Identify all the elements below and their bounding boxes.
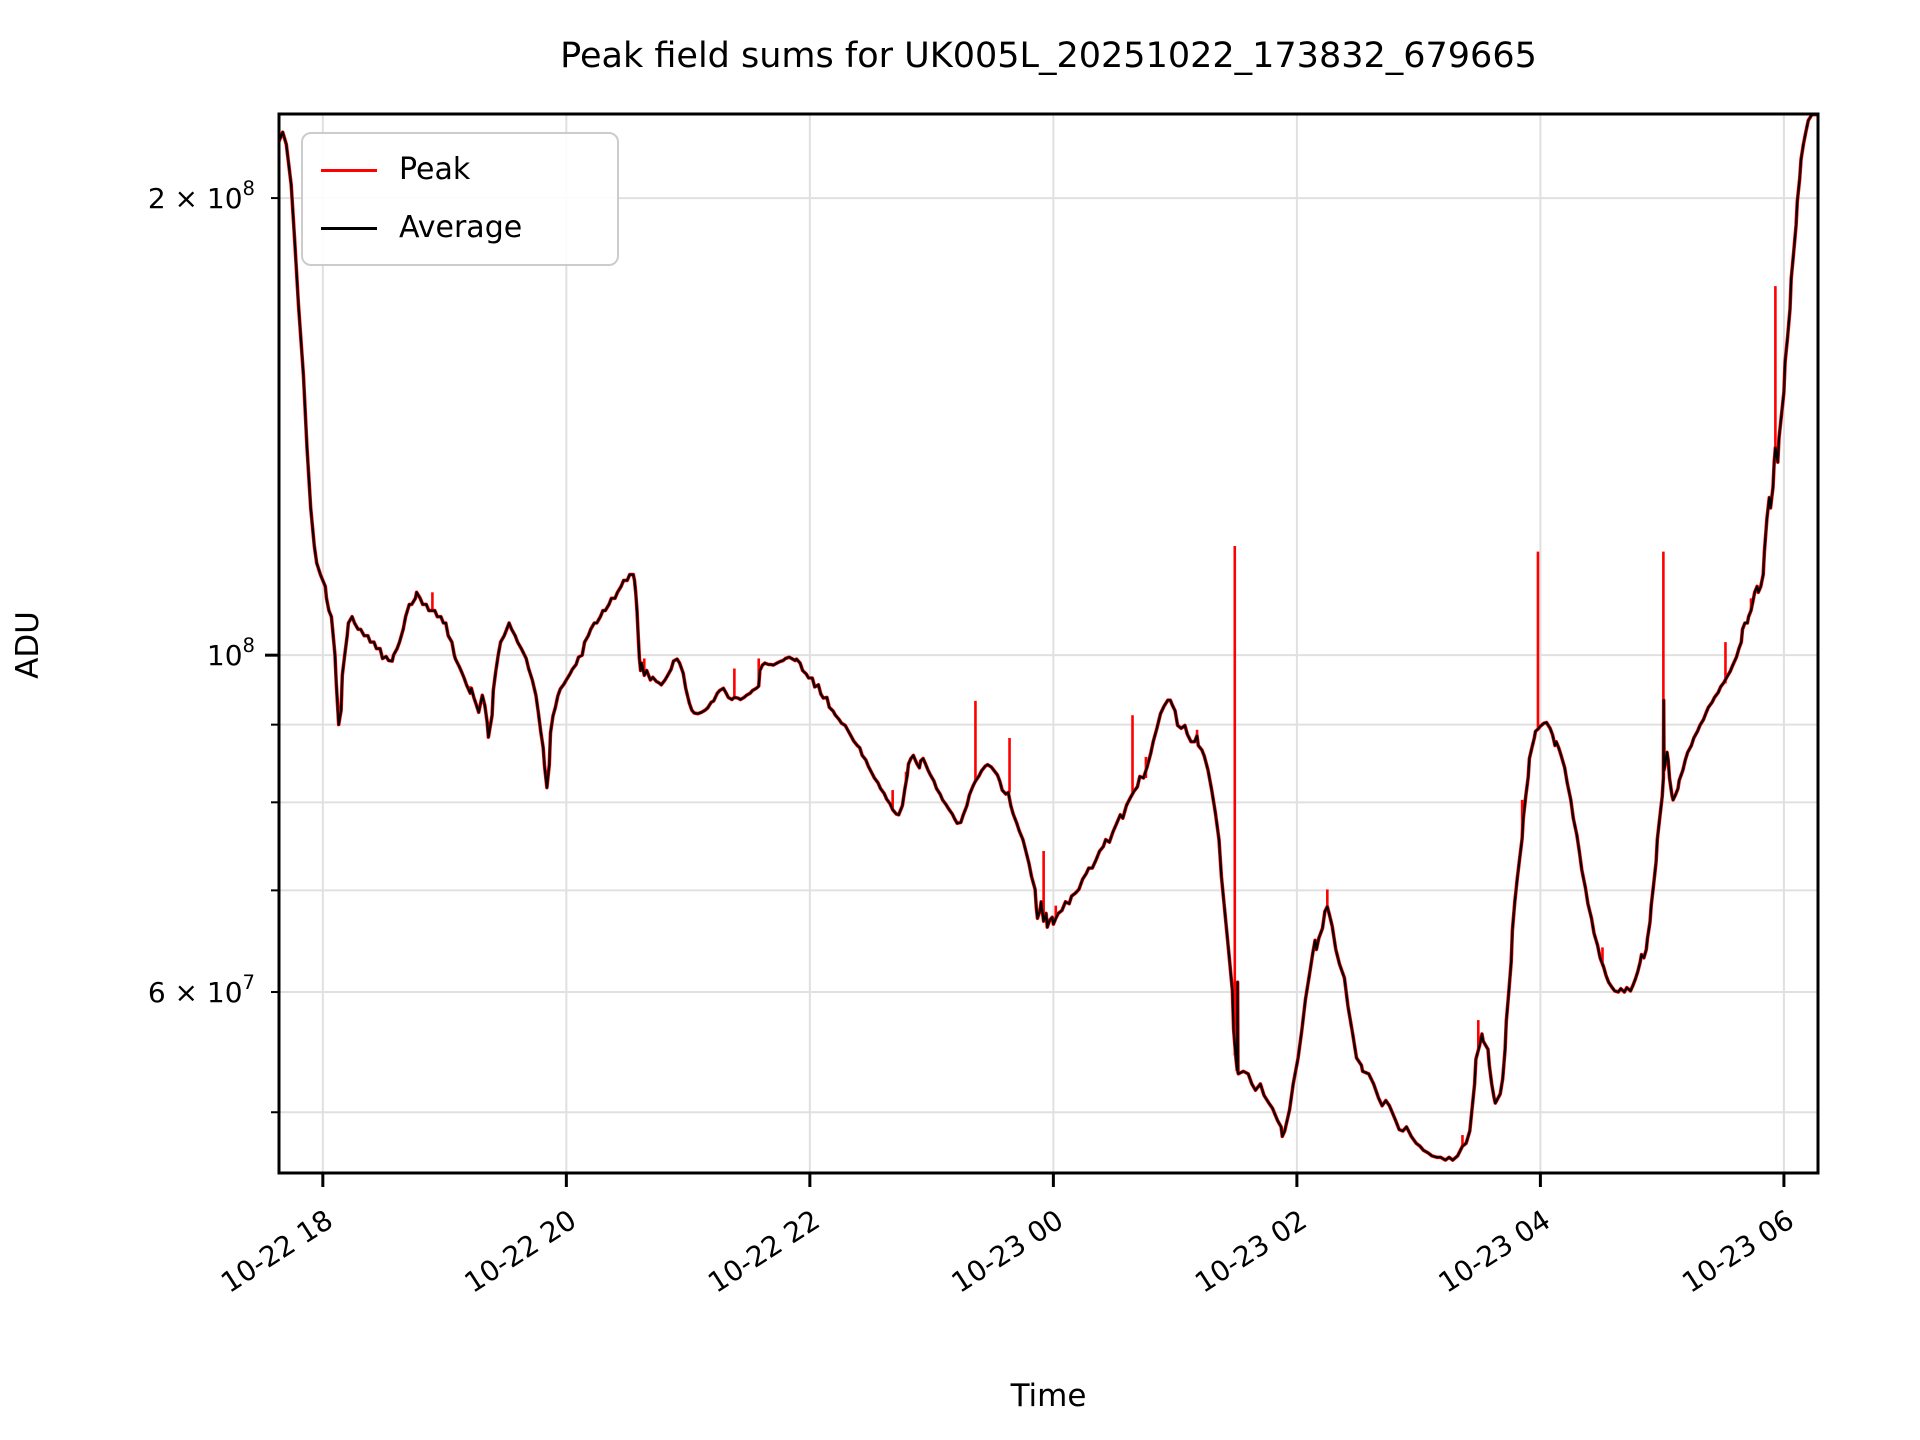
x-tick-label: 10-23 02: [1189, 1203, 1313, 1299]
axes-spines: [277, 112, 1820, 1175]
average-line-swatch: [321, 226, 377, 230]
y-tick-label: 6 × 107: [148, 971, 255, 1009]
x-tick-label: 10-23 06: [1676, 1203, 1800, 1299]
x-tick-label: 10-23 00: [946, 1203, 1070, 1299]
x-tick-label: 10-22 22: [702, 1203, 826, 1299]
x-axis-label: Time: [1010, 1378, 1087, 1414]
x-tick-label: 10-23 04: [1433, 1203, 1557, 1299]
legend-entry-average: Average: [321, 206, 597, 250]
legend-label-average: Average: [399, 210, 523, 245]
legend-label-peak: Peak: [399, 152, 471, 187]
y-tick-label: 108: [207, 634, 255, 672]
average-series-line: [279, 114, 1817, 1162]
x-tick-label: 10-22 20: [459, 1203, 583, 1299]
chart-title: Peak field sums for UK005L_20251022_1738…: [560, 36, 1537, 76]
legend: Peak Average: [301, 132, 619, 266]
y-tick-label: 2 × 108: [148, 177, 255, 215]
peak-line-swatch: [321, 168, 377, 172]
legend-entry-peak: Peak: [321, 148, 597, 192]
plot-background: [279, 114, 1818, 1173]
x-tick-label: 10-22 18: [215, 1203, 339, 1299]
